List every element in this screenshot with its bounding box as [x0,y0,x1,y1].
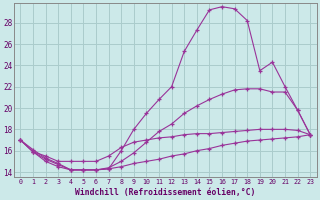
X-axis label: Windchill (Refroidissement éolien,°C): Windchill (Refroidissement éolien,°C) [75,188,255,197]
